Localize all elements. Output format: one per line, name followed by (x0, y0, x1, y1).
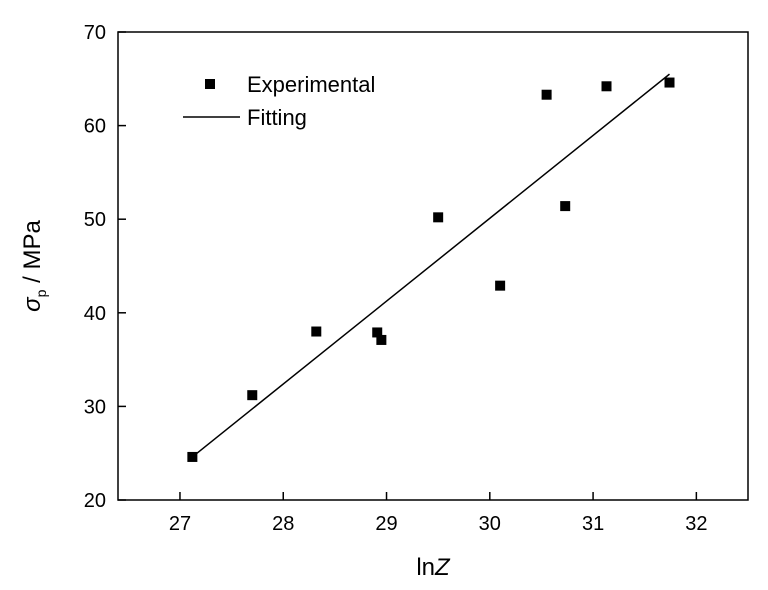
x-tick-label: 30 (479, 513, 501, 535)
data-point (433, 212, 444, 223)
x-axis-label-var: Z (434, 554, 451, 581)
y-tick-label: 20 (84, 490, 106, 512)
plot-frame (117, 31, 749, 501)
y-axis-label-symbol: σ (19, 296, 46, 312)
y-tick-label: 50 (84, 209, 106, 231)
y-axis-label-subscript: p (33, 289, 49, 297)
x-tick-label: 31 (582, 513, 604, 535)
legend: Experimental Fitting (183, 72, 375, 130)
y-tick-label: 60 (84, 116, 106, 138)
data-point (376, 334, 387, 345)
points-layer (187, 77, 675, 462)
x-tick-label: 27 (169, 513, 191, 535)
y-axis-label: σp / MPa (19, 220, 49, 312)
y-tick-label: 40 (84, 303, 106, 325)
fitting-line (191, 73, 670, 458)
x-axis-label-prefix: ln (416, 554, 435, 581)
data-point (664, 77, 675, 88)
legend-label-fitting: Fitting (247, 105, 307, 130)
legend-marker-experimental (205, 79, 215, 89)
ticks-layer: 27 28 29 30 31 32 20 30 40 50 60 70 (84, 22, 708, 535)
x-tick-label: 29 (375, 513, 397, 535)
data-point (187, 451, 198, 462)
x-tick-label: 28 (272, 513, 294, 535)
y-tick-label: 30 (84, 396, 106, 418)
data-point (560, 201, 571, 212)
data-point (247, 390, 258, 401)
y-tick-label: 70 (84, 22, 106, 44)
data-point (601, 81, 612, 92)
data-point (372, 327, 383, 338)
legend-label-experimental: Experimental (247, 72, 375, 97)
data-point (311, 326, 322, 337)
fit-layer (191, 73, 670, 458)
x-tick-label: 32 (685, 513, 707, 535)
x-axis-label: lnZ (416, 554, 451, 581)
data-point (541, 89, 552, 100)
y-axis-label-unit: / MPa (19, 220, 46, 290)
data-point (495, 280, 506, 291)
